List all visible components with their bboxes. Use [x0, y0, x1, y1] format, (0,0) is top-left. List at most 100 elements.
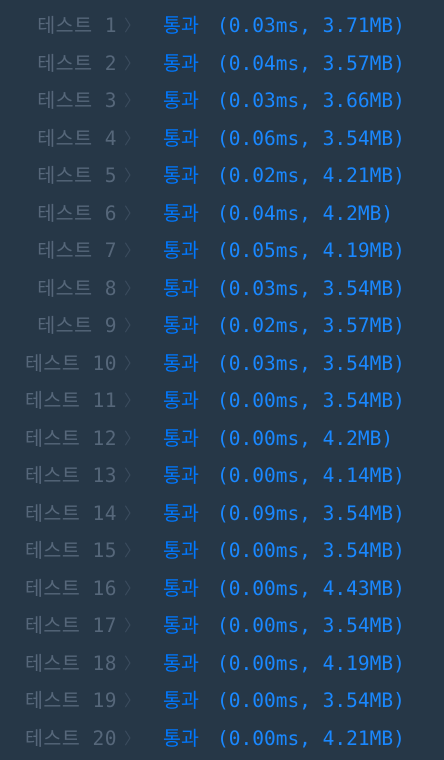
result-detail: (0.03ms, 3.54MB)	[217, 351, 405, 375]
chevron-right-icon: 〉	[124, 353, 141, 373]
test-result-row: 테스트 14 〉 통과 (0.09ms, 3.54MB)	[0, 495, 444, 533]
test-result-row: 테스트 15 〉 통과 (0.00ms, 3.54MB)	[0, 532, 444, 570]
chevron-right-icon: 〉	[124, 653, 141, 673]
test-result-row: 테스트 18 〉 통과 (0.00ms, 4.19MB)	[0, 645, 444, 683]
result-detail: (0.02ms, 3.57MB)	[217, 314, 405, 337]
result-detail: (0.00ms, 4.2MB)	[217, 426, 394, 450]
result-detail: (0.09ms, 3.54MB)	[217, 501, 405, 525]
status-pass: 통과	[163, 389, 199, 412]
test-label: 테스트 7	[37, 239, 117, 262]
test-label: 테스트 9	[37, 314, 117, 337]
chevron-right-icon: 〉	[124, 316, 141, 335]
chevron-right-icon: 〉	[124, 91, 141, 110]
test-result-row: 테스트 6 〉 통과 (0.04ms, 4.2MB)	[0, 195, 444, 233]
test-result-row: 테스트 17 〉 통과 (0.00ms, 3.54MB)	[0, 607, 444, 645]
test-label: 테스트 8	[37, 276, 117, 300]
test-result-row: 테스트 13 〉 통과 (0.00ms, 4.14MB)	[0, 457, 444, 495]
status-pass: 통과	[163, 314, 199, 337]
test-label: 테스트 4	[37, 126, 117, 150]
test-label: 테스트 6	[37, 201, 117, 225]
test-label: 테스트 1	[37, 14, 117, 37]
test-result-row: 테스트 2 〉 통과 (0.04ms, 3.57MB)	[0, 45, 444, 83]
test-label: 테스트 11	[24, 389, 117, 412]
test-result-row: 테스트 19 〉 통과 (0.00ms, 3.54MB)	[0, 682, 444, 720]
result-detail: (0.00ms, 3.54MB)	[217, 614, 405, 637]
status-pass: 통과	[163, 164, 199, 187]
result-detail: (0.03ms, 3.54MB)	[217, 276, 405, 300]
test-result-row: 테스트 1 〉 통과 (0.03ms, 3.71MB)	[0, 7, 444, 45]
chevron-right-icon: 〉	[124, 466, 141, 485]
status-pass: 통과	[163, 689, 199, 712]
status-pass: 통과	[163, 201, 199, 225]
result-detail: (0.00ms, 3.54MB)	[217, 539, 405, 562]
chevron-right-icon: 〉	[124, 166, 141, 185]
status-pass: 통과	[163, 539, 199, 562]
test-label: 테스트 12	[24, 426, 117, 450]
test-label: 테스트 10	[24, 351, 117, 375]
chevron-right-icon: 〉	[124, 728, 141, 748]
result-detail: (0.03ms, 3.66MB)	[217, 89, 405, 112]
test-result-row: 테스트 20 〉 통과 (0.00ms, 4.21MB)	[0, 720, 444, 758]
result-detail: (0.00ms, 4.21MB)	[217, 726, 405, 750]
chevron-right-icon: 〉	[124, 616, 141, 635]
test-label: 테스트 15	[24, 539, 117, 562]
test-label: 테스트 2	[37, 51, 117, 75]
result-detail: (0.00ms, 4.19MB)	[217, 651, 405, 675]
result-detail: (0.00ms, 3.54MB)	[217, 389, 405, 412]
result-detail: (0.03ms, 3.71MB)	[217, 14, 405, 37]
status-pass: 통과	[163, 126, 199, 150]
chevron-right-icon: 〉	[124, 203, 141, 223]
result-detail: (0.02ms, 4.21MB)	[217, 164, 405, 187]
test-result-row: 테스트 8 〉 통과 (0.03ms, 3.54MB)	[0, 270, 444, 308]
result-detail: (0.00ms, 4.14MB)	[217, 464, 405, 487]
test-label: 테스트 17	[24, 614, 117, 637]
result-detail: (0.00ms, 4.43MB)	[217, 576, 405, 600]
status-pass: 통과	[163, 726, 199, 750]
status-pass: 통과	[163, 614, 199, 637]
test-label: 테스트 20	[24, 726, 117, 750]
result-detail: (0.06ms, 3.54MB)	[217, 126, 405, 150]
chevron-right-icon: 〉	[124, 503, 141, 523]
test-label: 테스트 19	[24, 689, 117, 712]
test-result-row: 테스트 11 〉 통과 (0.00ms, 3.54MB)	[0, 382, 444, 420]
status-pass: 통과	[163, 426, 199, 450]
test-label: 테스트 3	[37, 89, 117, 112]
status-pass: 통과	[163, 576, 199, 600]
test-label: 테스트 14	[24, 501, 117, 525]
test-result-row: 테스트 12 〉 통과 (0.00ms, 4.2MB)	[0, 420, 444, 458]
status-pass: 통과	[163, 239, 199, 262]
test-label: 테스트 16	[24, 576, 117, 600]
chevron-right-icon: 〉	[124, 541, 141, 560]
result-detail: (0.05ms, 4.19MB)	[217, 239, 405, 262]
status-pass: 통과	[163, 651, 199, 675]
chevron-right-icon: 〉	[124, 16, 141, 35]
chevron-right-icon: 〉	[124, 53, 141, 73]
chevron-right-icon: 〉	[124, 428, 141, 448]
status-pass: 통과	[163, 464, 199, 487]
chevron-right-icon: 〉	[124, 241, 141, 260]
status-pass: 통과	[163, 51, 199, 75]
result-detail: (0.04ms, 3.57MB)	[217, 51, 405, 75]
status-pass: 통과	[163, 89, 199, 112]
test-result-row: 테스트 9 〉 통과 (0.02ms, 3.57MB)	[0, 307, 444, 345]
result-detail: (0.00ms, 3.54MB)	[217, 689, 405, 712]
chevron-right-icon: 〉	[124, 278, 141, 298]
status-pass: 통과	[163, 276, 199, 300]
chevron-right-icon: 〉	[124, 391, 141, 410]
test-result-row: 테스트 4 〉 통과 (0.06ms, 3.54MB)	[0, 120, 444, 158]
test-label: 테스트 18	[24, 651, 117, 675]
chevron-right-icon: 〉	[124, 128, 141, 148]
test-result-row: 테스트 16 〉 통과 (0.00ms, 4.43MB)	[0, 570, 444, 608]
status-pass: 통과	[163, 14, 199, 37]
result-detail: (0.04ms, 4.2MB)	[217, 201, 394, 225]
status-pass: 통과	[163, 501, 199, 525]
test-label: 테스트 13	[24, 464, 117, 487]
test-label: 테스트 5	[37, 164, 117, 187]
test-result-row: 테스트 3 〉 통과 (0.03ms, 3.66MB)	[0, 82, 444, 120]
test-result-row: 테스트 5 〉 통과 (0.02ms, 4.21MB)	[0, 157, 444, 195]
chevron-right-icon: 〉	[124, 691, 141, 710]
test-result-row: 테스트 7 〉 통과 (0.05ms, 4.19MB)	[0, 232, 444, 270]
chevron-right-icon: 〉	[124, 578, 141, 598]
status-pass: 통과	[163, 351, 199, 375]
